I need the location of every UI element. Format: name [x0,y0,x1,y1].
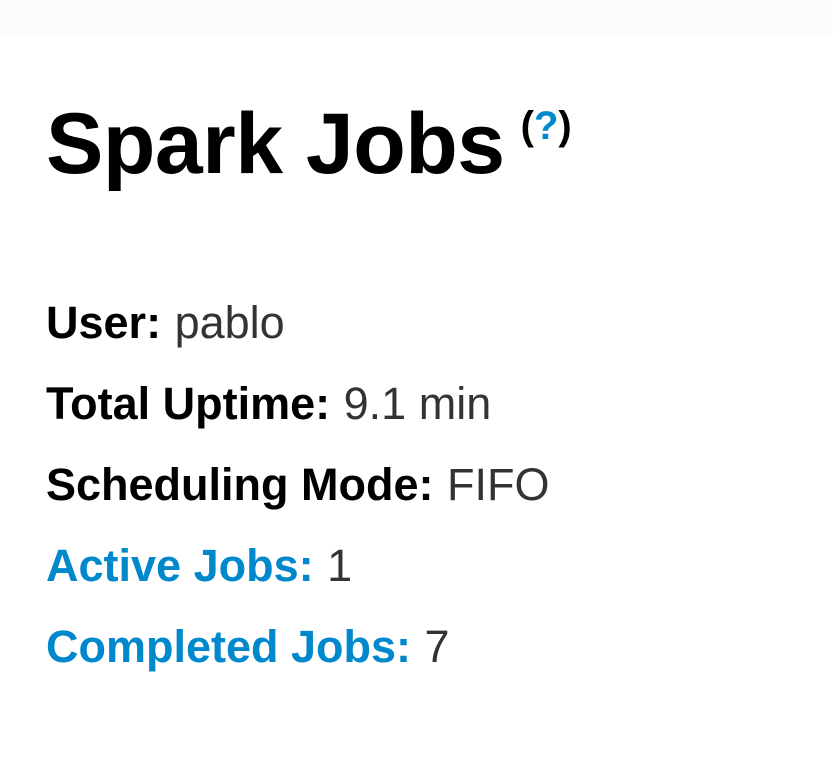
page-title: Spark Jobs (?) [46,96,572,192]
summary-label-total-uptime: Total Uptime: [46,378,331,429]
summary-label-scheduling-mode: Scheduling Mode: [46,459,434,510]
help-tooltip-group: (?) [521,104,572,148]
summary-row-scheduling-mode: Scheduling Mode: FIFO [46,444,549,525]
help-question-mark-icon[interactable]: ? [533,104,559,148]
summary-value-user: pablo [174,297,285,348]
help-open-paren: ( [520,104,534,148]
summary-value-completed-jobs: 7 [424,621,450,672]
summary-row-completed-jobs: Completed Jobs: 7 [46,606,549,687]
summary-link-completed-jobs[interactable]: Completed Jobs: [46,621,412,672]
summary-value-scheduling-mode: FIFO [447,459,550,510]
summary-value-total-uptime: 9.1 min [343,378,492,429]
summary-row-active-jobs: Active Jobs: 1 [46,525,549,606]
summary-link-active-jobs[interactable]: Active Jobs: [46,540,314,591]
navbar-bottom-edge [0,0,833,36]
summary-row-total-uptime: Total Uptime: 9.1 min [46,363,549,444]
job-summary-list: User: pablo Total Uptime: 9.1 min Scheduli… [46,282,549,687]
help-close-paren: ) [558,104,572,148]
summary-value-active-jobs: 1 [327,540,353,591]
summary-label-user: User: [46,297,162,348]
page-title-text: Spark Jobs [46,96,505,192]
summary-row-user: User: pablo [46,282,549,363]
